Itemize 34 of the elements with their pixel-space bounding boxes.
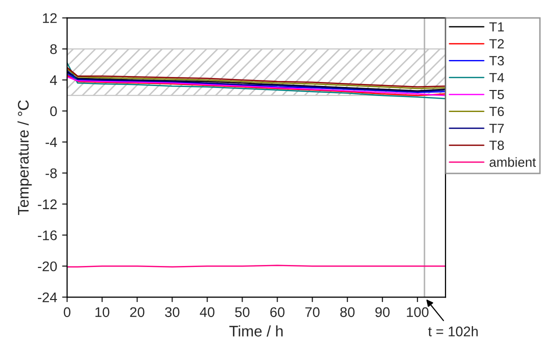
legend-label: T4 [489,73,504,82]
y-tick-label: 8 [50,44,57,54]
y-tick-label: -20 [38,261,57,272]
y-tick-label: -16 [38,230,57,240]
x-tick-label: 70 [305,307,320,318]
x-tick-label: 0 [64,307,70,318]
y-tick-label: -8 [46,168,57,178]
y-tick-label: -4 [46,137,57,148]
x-tick-label: 80 [340,307,355,318]
legend-label: ambient [490,157,536,167]
x-tick-label: 10 [95,307,110,318]
legend-label: T6 [489,106,504,116]
y-tick-label: 0 [50,106,57,116]
x-tick-label: 40 [200,307,214,318]
x-tick-label: 20 [130,307,144,318]
y-axis-title: Temperature / °C [18,100,32,215]
legend-label: T3 [489,56,504,66]
x-tick-label: 50 [235,307,250,318]
y-tick-label: -24 [38,292,57,302]
legend-label: T8 [489,140,504,150]
legend-label: T5 [489,90,504,100]
y-tick-label: 4 [50,75,57,85]
y-tick-label: -12 [38,199,57,210]
legend-label: T7 [489,124,504,133]
line-series [67,62,446,100]
y-tick-label: 12 [42,13,57,23]
x-tick-label: 30 [165,307,180,318]
x-tick-label: 100 [406,307,429,318]
legend-label: T2 [489,39,504,48]
legend-label: T1 [489,22,504,32]
annotation: t = 102h [428,326,478,336]
x-tick-label: 90 [375,307,390,318]
x-axis-title: Time / h [229,325,283,337]
x-tick-label: 60 [270,307,285,318]
